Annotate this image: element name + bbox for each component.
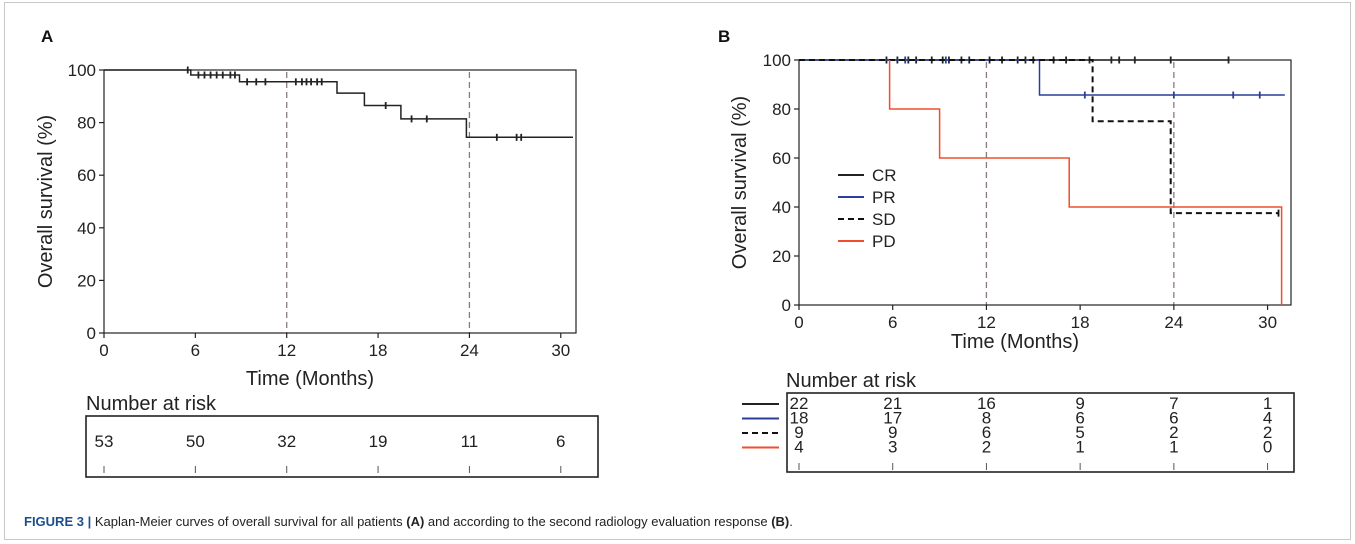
caption-ref-b: (B) [771,514,790,529]
panel-b-risk-value: 9 [794,423,803,442]
panel-b-y-tick-label: 40 [772,198,791,217]
panel-b-risk-value: 9 [1075,394,1084,413]
panel-b-risk-value: 4 [794,438,803,457]
panel-b-curve-pr [799,59,1285,96]
panel-a-y-tick-label: 80 [77,114,96,133]
panel-a-y-tick-label: 100 [68,61,96,80]
panel-b-legend-label-sd: SD [872,210,896,229]
panel-b-risk-value: 6 [1075,409,1084,428]
panel-a-risk-value: 11 [461,432,479,451]
panel-b-risk-value: 8 [982,409,991,428]
panel-b-x-tick-label: 18 [1071,313,1090,332]
panel-a-y-tick-label: 0 [87,324,96,343]
panel-a-x-axis-title: Time (Months) [246,368,374,390]
panel-b-risk-value: 9 [888,423,897,442]
panel-b-risk-value: 6 [982,423,991,442]
panel-b-risk-value: 6 [1169,409,1178,428]
panel-b-x-tick-label: 30 [1258,313,1277,332]
panel-b-legend-label-pr: PR [872,188,896,207]
panel-b-x-axis-title: Time (Months) [951,331,1079,353]
panel-a-x-tick-label: 30 [551,341,570,360]
panel-b-risk-value: 3 [888,438,897,457]
caption-text-3: . [789,514,793,529]
panel-b-x-tick-label: 12 [977,313,996,332]
panel-b-risk-value: 1 [1075,438,1084,457]
panel-b-x-tick-label: 6 [888,313,897,332]
panel-a-chart: 0 20 40 60 80 100 0 6 12 18 24 30 Time (Months) Overa… [35,61,599,478]
panel-b-risk-value: 21 [883,394,902,413]
panel-a-letter: A [41,27,53,46]
panel-a-risk-value: 53 [95,432,114,451]
panel-b-risk-value: 16 [977,394,996,413]
panel-b-y-axis-title: Overall survival (%) [729,96,751,269]
panel-a-risk-value: 19 [369,432,388,451]
panel-b-curve-pd [888,60,1283,305]
caption-ref-a: (A) [406,514,425,529]
panel-b-curve-sd [799,59,1279,215]
panel-a-risk-value: 50 [186,432,205,451]
panel-b-risk-value: 2 [1169,423,1178,442]
panel-a-risk-value: 6 [556,432,565,451]
panel-a-y-axis-title: Overall survival (%) [35,115,57,288]
panel-b-risk-value: 2 [982,438,991,457]
panel-a-risk-table-box [85,415,599,478]
panel-a-x-tick-label: 0 [99,341,108,360]
panel-a-x-tick-label: 24 [460,341,479,360]
panel-a-y-tick-label: 20 [77,271,96,290]
caption-text-2: and according to the second radiology ev… [424,514,772,529]
panel-b-risk-value: 1 [1169,438,1178,457]
panel-a-x-tick-label: 12 [277,341,296,360]
panel-b-risk-table-box [786,392,1295,473]
panel-b-risk-value: 2 [1263,423,1272,442]
panel-a-y-tick-label: 40 [77,219,96,238]
panel-b-x-tick-label: 24 [1164,313,1183,332]
panel-a-y-tick-label: 60 [77,166,96,185]
panel-a-x-tick-label: 6 [191,341,200,360]
caption-text-1: Kaplan-Meier curves of overall survival … [91,514,407,529]
panel-a-curve-all [104,69,573,139]
panel-b-legend-label-pd: PD [872,232,896,251]
figure-caption: FIGURE 3 | Kaplan-Meier curves of overal… [24,514,793,529]
panel-b-y-tick-label: 20 [772,247,791,266]
panel-b-x-tick-label: 0 [794,313,803,332]
panel-b-risk-value: 22 [790,394,809,413]
panel-b-y-tick-label: 100 [763,51,791,70]
panel-b-y-tick-label: 60 [772,149,791,168]
panel-b-risk-value: 7 [1169,394,1178,413]
figure-frame [4,2,1351,540]
panel-a-risk-table-title: Number at risk [86,393,217,415]
panel-b-y-tick-label: 0 [782,296,791,315]
panel-b-risk-value: 18 [790,409,809,428]
panel-b-risk-value: 0 [1263,438,1272,457]
panel-a-risk-value: 32 [277,432,296,451]
panel-a-x-tick-label: 18 [369,341,388,360]
panel-b-letter: B [718,27,730,46]
panel-b-risk-value: 4 [1263,409,1272,428]
panel-b-legend-label-cr: CR [872,166,897,185]
panel-b-risk-value: 1 [1263,394,1272,413]
panel-b-y-tick-label: 80 [772,100,791,119]
panel-a-plot-area [103,69,577,334]
panel-b-risk-table-title: Number at risk [786,370,917,392]
panel-b-risk-value: 5 [1075,423,1084,442]
caption-label: FIGURE 3 | [24,514,92,529]
panel-b-risk-value: 17 [883,409,902,428]
